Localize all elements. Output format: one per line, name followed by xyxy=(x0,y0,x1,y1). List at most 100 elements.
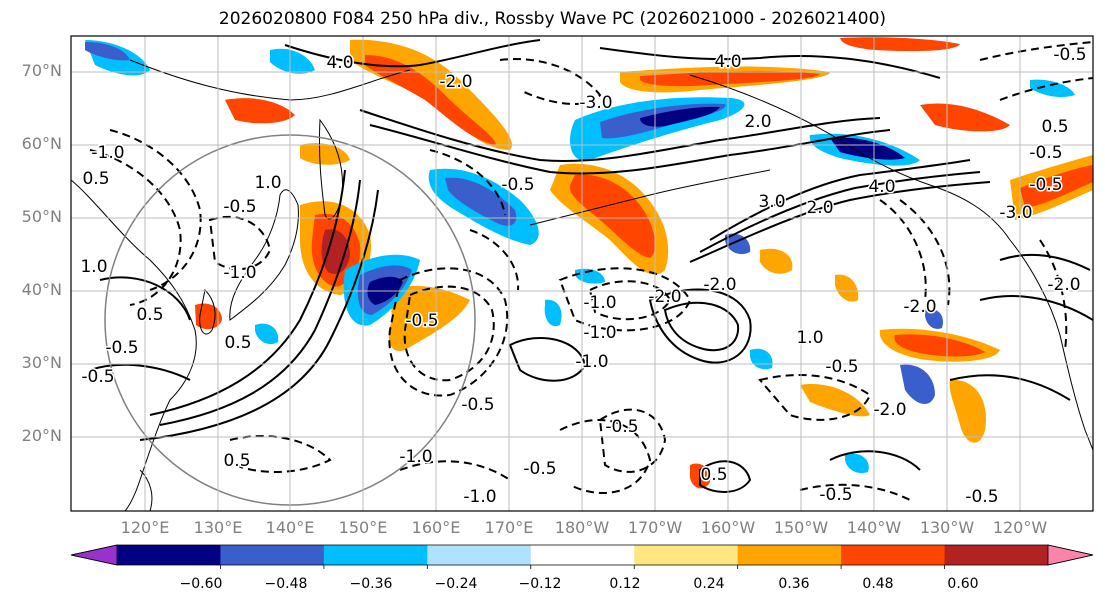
contour-line xyxy=(499,58,602,106)
contour-line xyxy=(879,199,927,301)
contour-line xyxy=(699,171,981,253)
colorbar-tick-label: −0.24 xyxy=(434,576,478,592)
contour-line xyxy=(588,280,672,321)
positive-anomaly xyxy=(920,103,1010,132)
lon-label: 130°W xyxy=(919,518,975,537)
colorbar-tick-label: −0.36 xyxy=(349,576,393,592)
shaded-anomalies xyxy=(85,37,1093,489)
negative-anomaly xyxy=(445,177,517,226)
lon-label: 130°E xyxy=(193,518,243,537)
contour-line xyxy=(229,435,332,473)
positive-anomaly xyxy=(760,248,793,274)
contour-line xyxy=(403,285,495,382)
contour-value-label: 0.5 xyxy=(223,451,250,471)
colorbar-swatch xyxy=(737,545,842,565)
contour-value-label: -1.0 xyxy=(91,143,124,163)
lon-label: 160°E xyxy=(411,518,461,537)
colorbar-swatch xyxy=(634,545,739,565)
negative-contours xyxy=(89,41,1093,501)
contour-value-label: 0.5 xyxy=(224,333,251,353)
contour-value-label: -0.5 xyxy=(501,175,534,195)
lon-label: 140°E xyxy=(265,518,315,537)
contour-value-label: 2.0 xyxy=(744,112,771,132)
contour-value-label: -0.5 xyxy=(825,357,858,377)
lon-label: 170°E xyxy=(484,518,534,537)
contour-line xyxy=(139,189,379,441)
contour-value-label: -0.5 xyxy=(1053,45,1086,65)
colorbar-tick-label: −0.48 xyxy=(264,576,308,592)
asia-coastline xyxy=(71,179,197,511)
contour-value-label: 2.0 xyxy=(806,198,833,218)
positive-contours xyxy=(89,39,1093,493)
colorbar-swatch xyxy=(427,545,532,565)
contour-line xyxy=(359,109,881,162)
contour-value-label: 0.5 xyxy=(700,465,727,485)
contour-line xyxy=(508,337,587,382)
negative-anomaly xyxy=(845,453,869,474)
lat-label: 60°N xyxy=(21,134,62,153)
contour-line xyxy=(949,374,1071,401)
colorbar-tick-label: −0.12 xyxy=(518,576,562,592)
map-title: 2026020800 F084 250 hPa div., Rossby Wav… xyxy=(218,9,887,29)
positive-anomaly xyxy=(569,174,656,258)
philippines-coastline xyxy=(139,469,153,511)
positive-anomaly xyxy=(300,143,350,165)
lon-label: 170°W xyxy=(627,518,683,537)
colorbar-tick-label: 0.48 xyxy=(862,576,894,592)
colorbar-swatch xyxy=(323,545,428,565)
positive-anomaly xyxy=(1020,165,1093,208)
lat-label: 70°N xyxy=(21,61,62,80)
colorbar-tick-label: −0.60 xyxy=(179,576,223,592)
negative-anomaly xyxy=(1030,79,1075,98)
negative-anomaly xyxy=(85,42,130,61)
contour-line xyxy=(709,159,971,241)
contour-value-label: 0.5 xyxy=(136,305,163,325)
aleutians xyxy=(529,169,771,226)
contour-value-label: -1.0 xyxy=(463,487,496,507)
colorbar-extend-high xyxy=(1047,544,1094,566)
contour-line xyxy=(999,253,1091,271)
contour-line xyxy=(369,124,891,175)
positive-anomaly xyxy=(225,98,295,124)
colorbar-tick-label: 0.60 xyxy=(947,576,979,592)
lon-label: 150°W xyxy=(773,518,829,537)
negative-anomaly xyxy=(544,299,562,327)
contour-line xyxy=(599,47,941,79)
graticule xyxy=(71,36,1093,511)
negative-anomaly xyxy=(830,137,905,160)
contour-value-label: 1.0 xyxy=(254,173,281,193)
contour-value-label: -0.5 xyxy=(461,395,494,415)
colorbar-tick-label: 0.24 xyxy=(693,576,725,592)
colorbar-tick-label: 0.12 xyxy=(609,576,641,592)
contour-line xyxy=(89,363,191,381)
kamchatka-coastline xyxy=(318,118,344,220)
contour-value-label: -3.0 xyxy=(999,203,1032,223)
contour-line xyxy=(829,450,921,471)
colorbar-swatch xyxy=(117,545,221,565)
japan-coastline xyxy=(229,189,299,321)
contour-value-label: -1.0 xyxy=(583,323,616,343)
negative-anomaly xyxy=(900,364,935,405)
lon-label: 180°W xyxy=(554,518,610,537)
colorbar-frame xyxy=(70,544,1094,566)
korea-coastline xyxy=(199,288,216,335)
contour-value-label: -1.0 xyxy=(575,352,608,372)
contour-line xyxy=(899,199,951,306)
contour-value-label: 4.0 xyxy=(714,52,741,72)
lat-label: 30°N xyxy=(21,353,62,372)
contour-value-label: 1.0 xyxy=(796,328,823,348)
negative-anomaly xyxy=(255,323,279,345)
contour-line xyxy=(648,288,752,364)
contour-line xyxy=(469,229,520,291)
positive-anomaly xyxy=(949,379,986,443)
contour-value-label: -2.0 xyxy=(703,275,736,295)
contour-value-label: -0.5 xyxy=(405,311,438,331)
contour-value-label: -2.0 xyxy=(903,297,936,317)
contour-value-label: -1.0 xyxy=(399,447,432,467)
lon-label: 150°E xyxy=(338,518,388,537)
contour-line xyxy=(429,149,506,216)
contour-value-label: 4.0 xyxy=(868,177,895,197)
positive-anomaly xyxy=(835,274,859,302)
contour-line xyxy=(999,77,1093,101)
